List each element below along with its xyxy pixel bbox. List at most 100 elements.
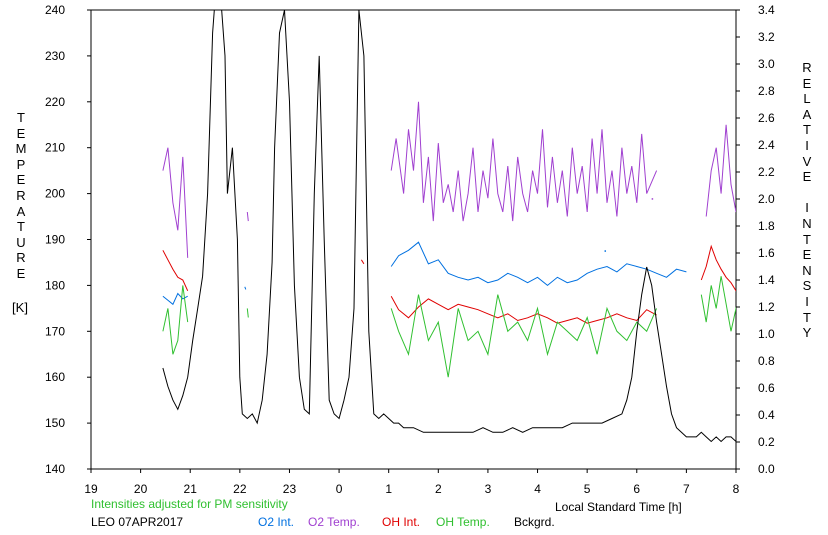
x-tick-label: 21 bbox=[184, 482, 198, 496]
y-axis-left-title-letter: E bbox=[16, 125, 26, 141]
x-tick-label: 6 bbox=[633, 482, 640, 496]
y-right-tick-label: 1.8 bbox=[758, 219, 775, 233]
y-axis-right-title-letter: E bbox=[802, 169, 812, 185]
y-right-tick-label: 0.2 bbox=[758, 435, 775, 449]
y-axis-right-title-letter: T bbox=[803, 122, 811, 138]
y-axis-right-title-letter: V bbox=[802, 153, 812, 169]
series-line bbox=[700, 276, 736, 332]
y-axis-right-title-letter: N bbox=[802, 262, 812, 278]
y-axis-left-title-letter: R bbox=[16, 188, 26, 203]
y-right-tick-label: 1.6 bbox=[758, 246, 775, 260]
y-right-tick-label: 2.4 bbox=[758, 138, 775, 152]
y-left-tick-label: 220 bbox=[45, 95, 65, 109]
y-right-tick-label: 3.2 bbox=[758, 30, 775, 44]
y-axis-right-title-letter: R bbox=[802, 60, 812, 75]
x-tick-label: 23 bbox=[283, 482, 297, 496]
y-axis-right-title-letter: T bbox=[803, 309, 811, 325]
y-axis-right-title-letter: I bbox=[805, 200, 809, 216]
data-point bbox=[604, 250, 607, 252]
series-line bbox=[246, 211, 249, 222]
series-layer bbox=[162, 10, 736, 443]
series-line bbox=[390, 295, 657, 324]
series-line bbox=[360, 259, 365, 265]
series-line bbox=[390, 294, 658, 378]
y-axis-left-title-letter: T bbox=[17, 110, 25, 125]
series-oh-int- bbox=[162, 244, 736, 324]
series-line bbox=[700, 244, 736, 292]
series-line bbox=[705, 124, 736, 217]
x-tick-label: 2 bbox=[435, 482, 442, 496]
y-axis-right-ticks: 0.0 0.2 0.4 0.6 0.8 1.0 1.2 1.4 1.6 1.8 2.0 2.2 2.4 2… bbox=[736, 3, 775, 476]
y-axis-right-title-letter: N bbox=[802, 216, 812, 231]
y-left-tick-label: 180 bbox=[45, 278, 65, 292]
y-right-tick-label: 2.0 bbox=[758, 192, 775, 206]
series-line bbox=[162, 10, 736, 443]
y-left-tick-label: 150 bbox=[45, 416, 65, 430]
x-tick-label: 20 bbox=[134, 482, 148, 496]
y-right-tick-label: 0.4 bbox=[758, 408, 775, 422]
x-tick-label: 7 bbox=[683, 482, 690, 496]
y-axis-left-title-letter: U bbox=[16, 234, 26, 250]
series-line bbox=[244, 286, 247, 290]
legend-item: O2 Temp. bbox=[308, 515, 360, 529]
x-tick-label: 1 bbox=[385, 482, 392, 496]
y-left-tick-label: 210 bbox=[45, 141, 65, 155]
y-axis-left-title-letter: T bbox=[17, 219, 25, 235]
y-right-tick-label: 1.0 bbox=[758, 327, 775, 341]
x-tick-label: 19 bbox=[84, 482, 98, 496]
y-right-tick-label: 0.0 bbox=[758, 462, 775, 476]
y-right-tick-label: 1.4 bbox=[758, 273, 775, 287]
y-axis-right-title-letter: E bbox=[802, 247, 812, 263]
x-axis-title: Local Standard Time [h] bbox=[555, 500, 682, 514]
y-left-tick-label: 240 bbox=[45, 3, 65, 17]
y-left-tick-label: 230 bbox=[45, 49, 65, 63]
y-left-tick-label: 170 bbox=[45, 324, 65, 338]
series-line bbox=[390, 241, 687, 287]
series-line bbox=[246, 308, 249, 318]
y-axis-left-title-letter: A bbox=[16, 203, 26, 219]
legend-item: OH Temp. bbox=[436, 515, 490, 529]
y-axis-left-title-letter: E bbox=[16, 172, 26, 188]
y-axis-right-title-letter: I bbox=[805, 294, 809, 309]
y-axis-left-title-letter: M bbox=[15, 141, 27, 157]
y-right-tick-label: 1.2 bbox=[758, 300, 775, 314]
x-tick-label: 0 bbox=[336, 482, 343, 496]
y-axis-right-title-letter: S bbox=[802, 278, 812, 294]
series-line bbox=[162, 292, 188, 306]
y-axis-right-title-letter: I bbox=[805, 138, 809, 153]
y-axis-right-title-letter: L bbox=[803, 91, 811, 107]
y-axis-right-title-letter: E bbox=[802, 75, 812, 91]
y-right-tick-label: 3.0 bbox=[758, 57, 775, 71]
y-left-tick-label: 190 bbox=[45, 233, 65, 247]
y-axis-right-title-letter: T bbox=[803, 231, 811, 247]
plot-frame bbox=[90, 9, 737, 470]
series-line bbox=[390, 101, 658, 222]
y-axis-right-title-letter: Y bbox=[802, 325, 812, 341]
data-point bbox=[651, 198, 654, 200]
y-right-tick-label: 0.8 bbox=[758, 354, 775, 368]
series-line bbox=[162, 250, 189, 292]
x-tick-label: 4 bbox=[534, 482, 541, 496]
legend-item: O2 Int. bbox=[258, 515, 295, 529]
legend-item: Bckgrd. bbox=[514, 515, 555, 529]
legend-item: OH Int. bbox=[382, 515, 421, 529]
y-right-tick-label: 2.8 bbox=[758, 84, 775, 98]
y-axis-left-unit: [K] bbox=[12, 300, 28, 315]
y-axis-left-title-letter: P bbox=[16, 156, 26, 172]
x-tick-label: 3 bbox=[485, 482, 492, 496]
y-left-tick-label: 160 bbox=[45, 370, 65, 384]
x-tick-label: 8 bbox=[733, 482, 740, 496]
series-oh-temp- bbox=[162, 276, 736, 378]
y-axis-left-ticks: 140 150 160 170 180 190 200 210 220 230 240 bbox=[45, 3, 91, 476]
y-right-tick-label: 2.6 bbox=[758, 111, 775, 125]
y-right-tick-label: 3.4 bbox=[758, 3, 775, 17]
y-axis-left-title-letter: E bbox=[16, 266, 26, 281]
y-left-tick-label: 140 bbox=[45, 462, 65, 476]
y-left-tick-label: 200 bbox=[45, 187, 65, 201]
series-line bbox=[162, 285, 189, 355]
x-tick-label: 5 bbox=[584, 482, 591, 496]
series-bckgrd- bbox=[162, 10, 736, 443]
y-axis-left-title-letter: R bbox=[16, 250, 26, 266]
y-axis-right-title-letter: A bbox=[802, 106, 812, 122]
